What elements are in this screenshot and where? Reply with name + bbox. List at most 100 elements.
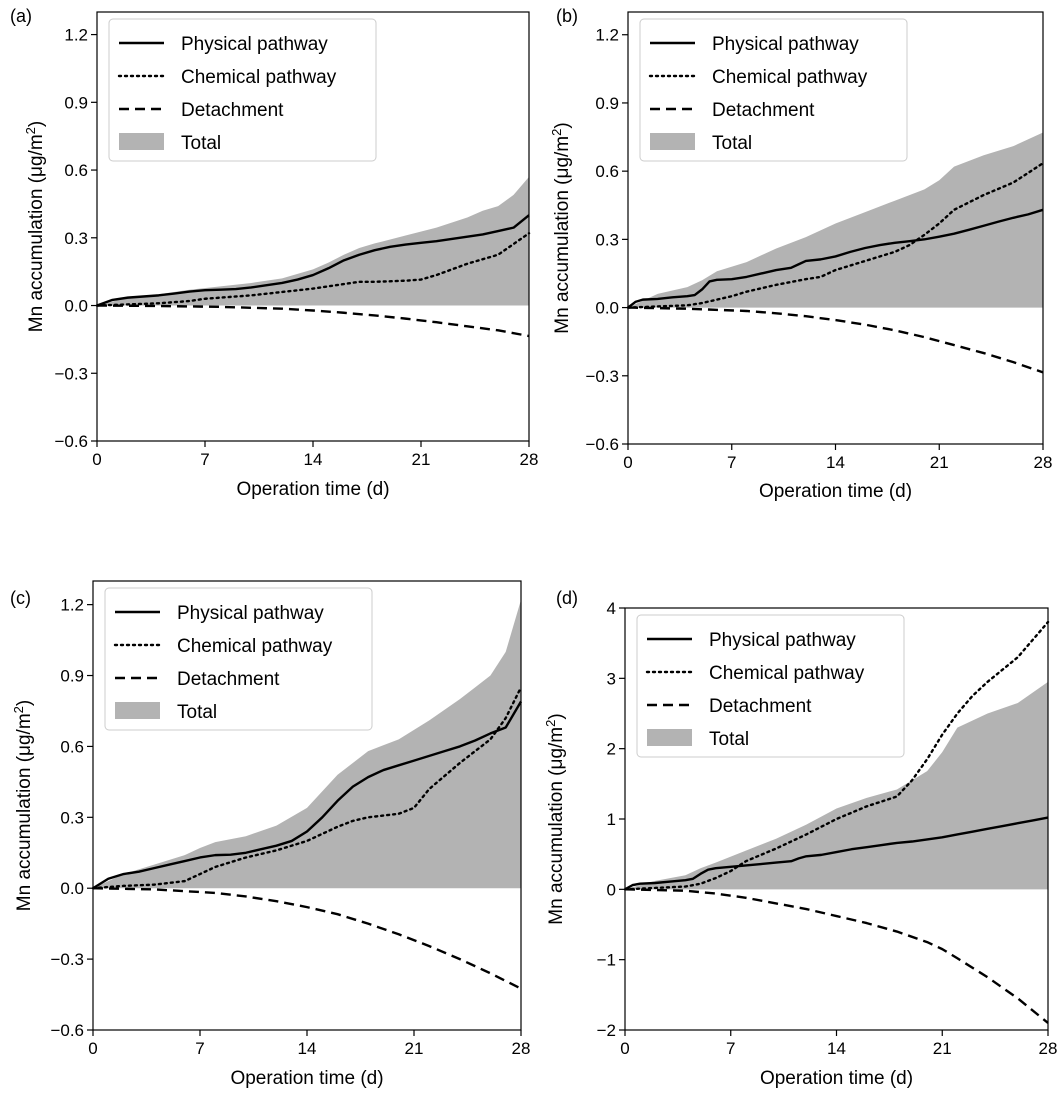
y-axis-label: Mn accumulation (μg/m2) — [23, 121, 47, 332]
series-line-detachment — [92, 887, 522, 990]
series-line-physical-pathway — [624, 816, 1049, 891]
y-tick-label: 0 — [607, 880, 616, 899]
x-axis-label: Operation time (d) — [230, 1068, 383, 1089]
legend-entry: Detachment — [712, 100, 815, 121]
chart-panel-0: 0 7 14 21 28 −0.6 −0.3 0.0 0.3 0.6 0.9 1.2 Operation… — [10, 6, 538, 500]
y-tick-label: −0.6 — [50, 1021, 84, 1040]
x-tick-label: 21 — [405, 1039, 424, 1058]
chart-panel-2: 0 7 14 21 28 −0.6 −0.3 0.0 0.3 0.6 0.9 1.2 Operation… — [10, 580, 531, 1089]
x-tick-label: 0 — [92, 450, 101, 469]
chart-panel-3: 0 7 14 21 28 −2 −1 0 1 2 3 4 Operation time (d) Mn ac… — [543, 588, 1057, 1089]
x-tick-label: 14 — [826, 453, 845, 472]
legend-entry: Total — [709, 729, 749, 750]
x-tick-label: 21 — [412, 450, 431, 469]
series-total-area — [97, 176, 529, 306]
legend-entry: Total — [712, 133, 752, 154]
series-line-physical-pathway — [96, 214, 530, 307]
x-tick-label: 21 — [930, 453, 949, 472]
x-tick-label: 0 — [620, 1039, 629, 1058]
y-tick-label: 0.3 — [60, 808, 84, 827]
y-axis-label-sup: 2 — [11, 706, 26, 713]
legend-swatch-total — [119, 133, 164, 150]
series-line-physical-pathway — [627, 208, 1044, 309]
series-line-chemical-pathway — [95, 232, 531, 307]
chart-panel-1: 0 7 14 21 28 −0.6 −0.3 0.0 0.3 0.6 0.9 1.2 Operation… — [549, 6, 1052, 502]
x-tick-label: 14 — [298, 1039, 317, 1058]
y-axis-label-prefix: Mn accumulation (μg/m — [14, 713, 35, 911]
legend-entry: Detachment — [177, 669, 280, 690]
x-tick-label: 28 — [512, 1039, 531, 1058]
y-axis-label-prefix: Mn accumulation (μg/m — [26, 134, 47, 332]
legend-entry: Detachment — [709, 696, 812, 717]
legend-swatch-total — [647, 729, 692, 746]
x-tick-label: 28 — [520, 450, 539, 469]
x-tick-label: 21 — [933, 1039, 952, 1058]
legend-entry: Chemical pathway — [177, 636, 333, 657]
legend-entry: Physical pathway — [181, 34, 328, 55]
legend-swatch-total — [115, 702, 160, 719]
legend-entry: Detachment — [181, 100, 284, 121]
legend-box — [108, 18, 377, 162]
y-axis-label-sup: 2 — [549, 129, 564, 136]
y-tick-label: −1 — [597, 951, 616, 970]
y-axis-label-sup: 2 — [543, 720, 558, 727]
y-tick-label: 1.2 — [595, 26, 619, 45]
y-tick-label: −0.6 — [54, 432, 88, 451]
y-tick-label: 0.3 — [64, 229, 88, 248]
series-total-area — [628, 132, 1043, 308]
legend-entry: Chemical pathway — [709, 663, 865, 684]
legend-entry: Physical pathway — [177, 603, 324, 624]
x-tick-label: 7 — [727, 453, 736, 472]
y-tick-label: 0.3 — [595, 230, 619, 249]
y-tick-label: 0.6 — [64, 161, 88, 180]
x-axis-label: Operation time (d) — [759, 481, 912, 502]
legend-swatch-total — [650, 133, 695, 150]
y-tick-label: −0.3 — [50, 950, 84, 969]
y-tick-label: −2 — [597, 1021, 616, 1040]
x-tick-label: 14 — [304, 450, 323, 469]
y-tick-label: −0.3 — [585, 367, 619, 386]
y-axis-label: Mn accumulation (μg/m2) — [543, 713, 567, 924]
y-tick-label: 1 — [607, 810, 616, 829]
panel-label: (b) — [556, 6, 578, 26]
legend-entry: Chemical pathway — [181, 67, 337, 88]
series-line-detachment — [624, 888, 1049, 1024]
y-axis-label-suffix: ) — [14, 700, 35, 706]
y-axis-label-prefix: Mn accumulation (μg/m — [552, 136, 573, 334]
y-axis-label-sup: 2 — [23, 127, 38, 134]
y-tick-label: 0.9 — [60, 667, 84, 686]
x-tick-label: 0 — [623, 453, 632, 472]
x-tick-label: 0 — [88, 1039, 97, 1058]
x-tick-label: 14 — [827, 1039, 846, 1058]
y-tick-label: 0.9 — [64, 93, 88, 112]
legend-entry: Chemical pathway — [712, 67, 868, 88]
y-axis-label-prefix: Mn accumulation (μg/m — [546, 727, 567, 925]
legend-entry: Total — [181, 133, 221, 154]
legend-box — [639, 18, 908, 162]
y-tick-label: 3 — [607, 669, 616, 688]
y-tick-label: 1.2 — [64, 26, 88, 45]
y-axis-label-suffix: ) — [546, 713, 567, 719]
series-line-detachment — [96, 304, 530, 338]
y-tick-label: 1.2 — [60, 596, 84, 615]
legend-box — [636, 614, 905, 758]
y-tick-label: −0.6 — [585, 435, 619, 454]
series-line-chemical-pathway — [623, 620, 1050, 891]
y-axis-label-suffix: ) — [26, 121, 47, 127]
y-tick-label: 0.0 — [60, 879, 84, 898]
y-axis-label: Mn accumulation (μg/m2) — [549, 122, 573, 333]
x-tick-label: 28 — [1039, 1039, 1058, 1058]
panel-label: (a) — [10, 6, 32, 26]
series-line-chemical-pathway — [626, 162, 1045, 309]
series-line-detachment — [627, 306, 1044, 374]
y-tick-label: 0.0 — [595, 299, 619, 318]
y-tick-label: 0.0 — [64, 297, 88, 316]
panel-label: (d) — [556, 588, 578, 608]
series-line-chemical-pathway — [91, 686, 523, 890]
x-tick-label: 28 — [1034, 453, 1053, 472]
y-tick-label: −0.3 — [54, 364, 88, 383]
y-tick-label: 0.6 — [595, 162, 619, 181]
legend-entry: Total — [177, 702, 217, 723]
y-axis-label-suffix: ) — [552, 122, 573, 128]
